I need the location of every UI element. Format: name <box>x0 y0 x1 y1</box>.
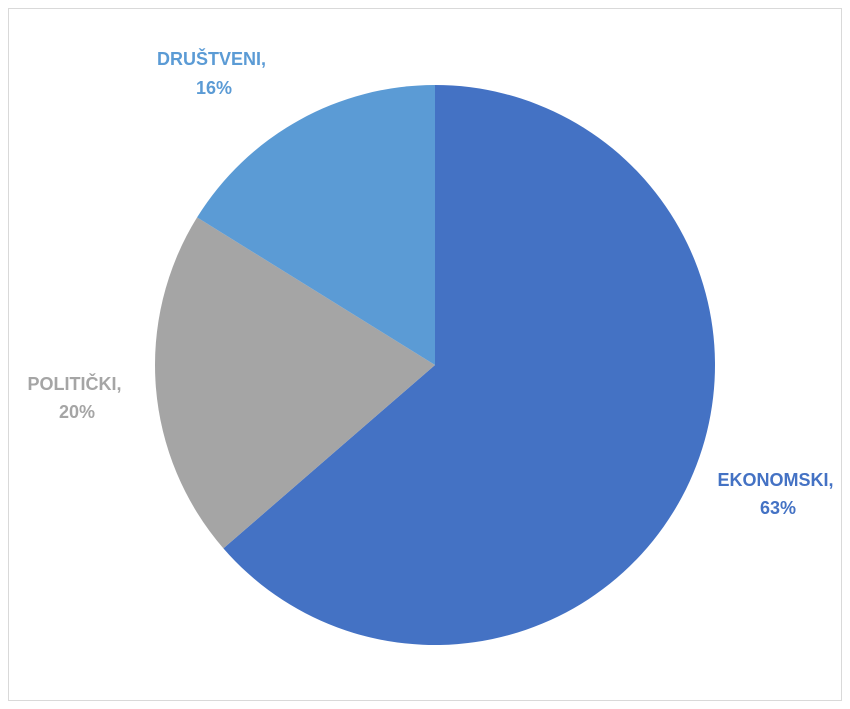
data-label-politicki: POLITIČKI, 20% <box>27 373 126 422</box>
data-label-drustveni: DRUŠTVENI, 16% <box>157 48 271 98</box>
pie-slices <box>154 85 715 645</box>
pie-slice-politicki <box>154 217 435 549</box>
data-label-ekonomski: EKONOMSKI, 63% <box>717 470 838 518</box>
pie-slice-drustveni <box>197 85 435 365</box>
pie-slice-ekonomski <box>223 85 715 645</box>
